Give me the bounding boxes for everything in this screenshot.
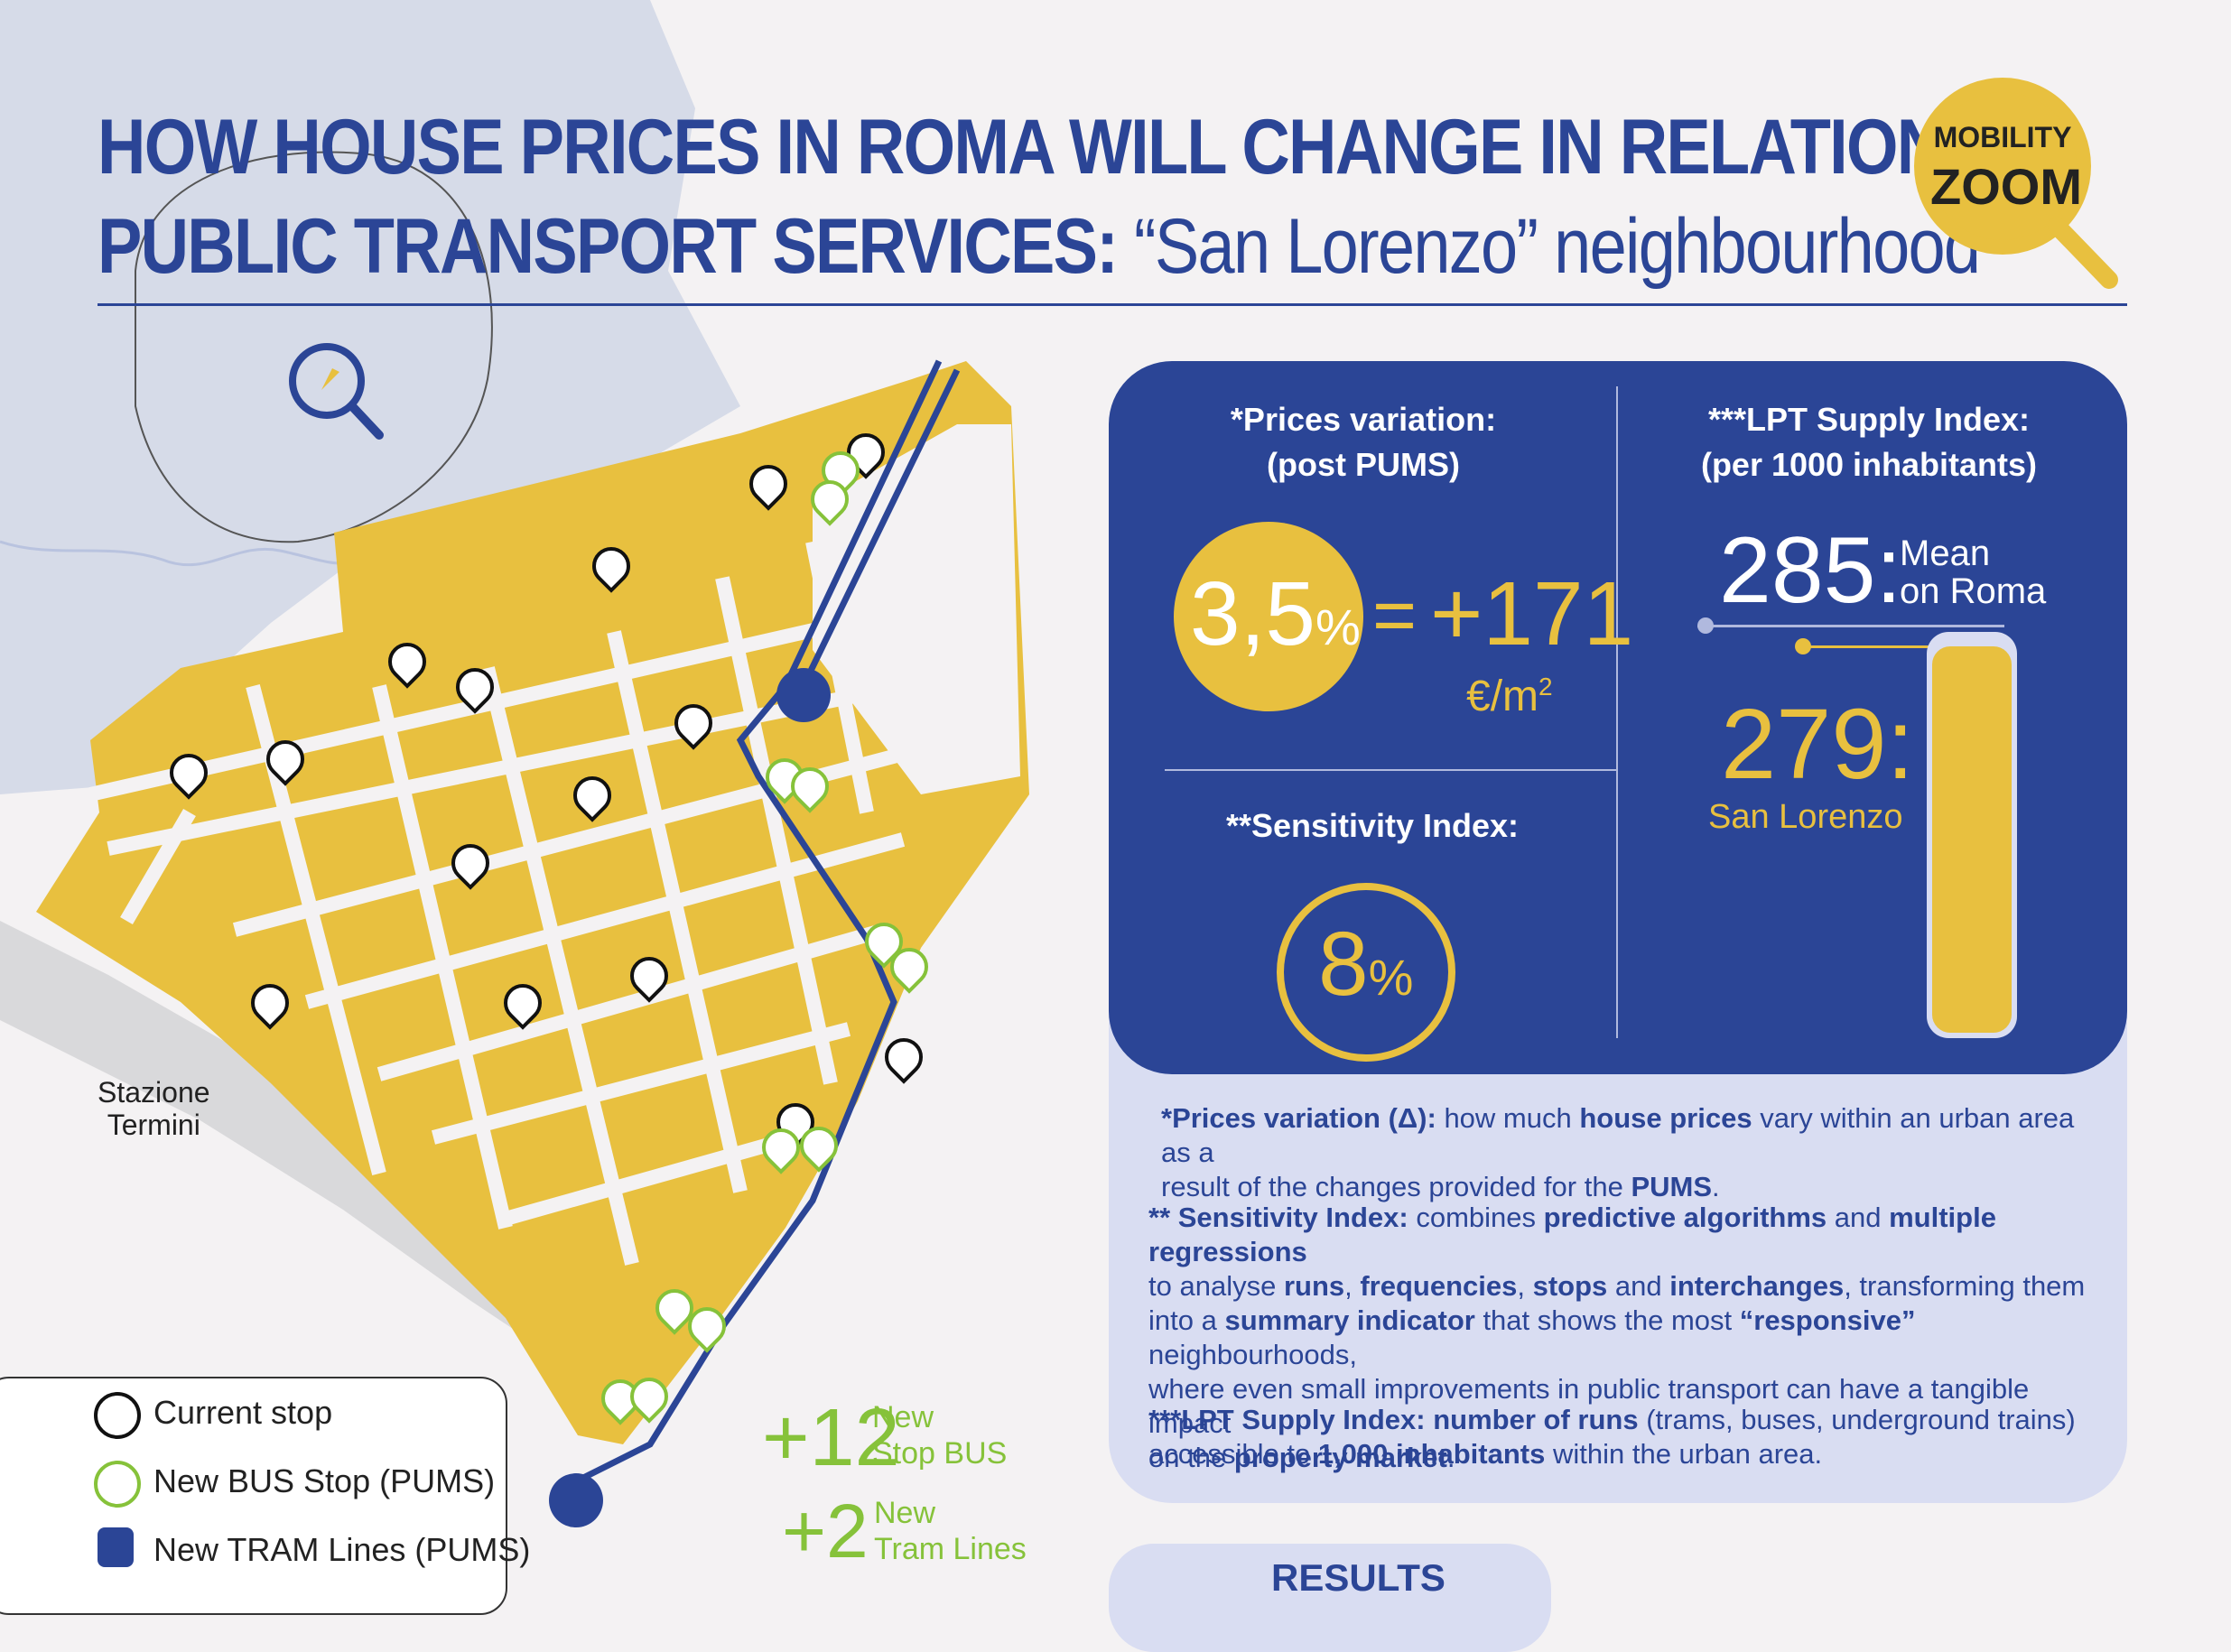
- prices-unit: €/m2: [1466, 673, 1553, 720]
- mean-dot: [1697, 617, 1714, 634]
- tram-count: +2: [782, 1489, 869, 1573]
- legend-tram-icon: [98, 1527, 134, 1567]
- tram-stop-icon: [549, 1473, 603, 1527]
- sl-dot: [1795, 638, 1811, 654]
- tram-label: New Tram Lines: [874, 1496, 1027, 1566]
- results-tab[interactable]: RESULTS: [1109, 1544, 1551, 1652]
- mobility-zoom-logo: MOBILITY ZOOM: [1912, 76, 2120, 292]
- mean-label: Mean on Roma: [1900, 534, 2047, 611]
- prices-value: +171: [1430, 563, 1634, 664]
- bus-label: New Stop BUS: [872, 1400, 1008, 1471]
- card-divider-horizontal: [1165, 769, 1616, 771]
- ring-road: [135, 151, 493, 543]
- tram-lines: [576, 359, 961, 1484]
- title-divider: [98, 303, 2127, 306]
- title-line-1: HOW HOUSE PRICES IN ROMA WILL CHANGE IN …: [98, 104, 2050, 190]
- definition-lpt: ***LPT Supply Index: number of runs (tra…: [1148, 1404, 2076, 1470]
- legend-tram-label: New TRAM Lines (PUMS): [153, 1531, 531, 1568]
- bus-count: +12: [762, 1393, 900, 1483]
- sensitivity-value: 8%: [1318, 914, 1414, 1015]
- sl-line: [1797, 645, 1932, 648]
- mean-value: 285:: [1719, 518, 1902, 623]
- magnifier-icon: [289, 343, 384, 440]
- station-label: Stazione Termini: [98, 1076, 210, 1141]
- logo-text-2: ZOOM: [1930, 158, 2082, 215]
- definition-prices: *Prices variation (Δ): how much house pr…: [1161, 1102, 2075, 1202]
- sensitivity-ring: [1277, 883, 1455, 1062]
- legend-new-bus-icon: [94, 1461, 141, 1508]
- legend-new-bus-label: New BUS Stop (PUMS): [153, 1462, 496, 1499]
- legend-current-icon: [94, 1392, 141, 1439]
- prices-circle: [1174, 522, 1363, 711]
- sensitivity-label: **Sensitivity Index:: [1225, 807, 1520, 844]
- lpt-bar-fill: [1932, 646, 2012, 1033]
- prices-label: *Prices variation: (post PUMS): [1230, 401, 1497, 483]
- page-title: HOW HOUSE PRICES IN ROMA WILL CHANGE IN …: [98, 97, 2050, 296]
- sl-value: 279:: [1721, 689, 1915, 800]
- street-grid: [88, 540, 924, 1266]
- card-divider-vertical: [1616, 386, 1618, 1038]
- city-outline-region: [0, 0, 740, 794]
- infographic: Stazione Termini HOW HOUSE PRICES IN ROM…: [0, 0, 2127, 1652]
- tram-stop-icon: [776, 668, 831, 722]
- definition-sensitivity: ** Sensitivity Index: combines predictiv…: [1148, 1202, 2086, 1473]
- logo-text-1: MOBILITY: [1933, 121, 2072, 153]
- prices-percent: 3,5%: [1190, 563, 1361, 664]
- lpt-label: ***LPT Supply Index: (per 1000 inhabitan…: [1700, 401, 2038, 483]
- sl-label: San Lorenzo: [1708, 798, 1903, 836]
- equals-sign: =: [1372, 572, 1418, 657]
- title-line-2: PUBLIC TRANSPORT SERVICES: “San Lorenzo”…: [98, 203, 1981, 290]
- river-line: [0, 540, 381, 567]
- mean-line: [1697, 625, 2004, 627]
- legend-current-label: Current stop: [153, 1394, 333, 1431]
